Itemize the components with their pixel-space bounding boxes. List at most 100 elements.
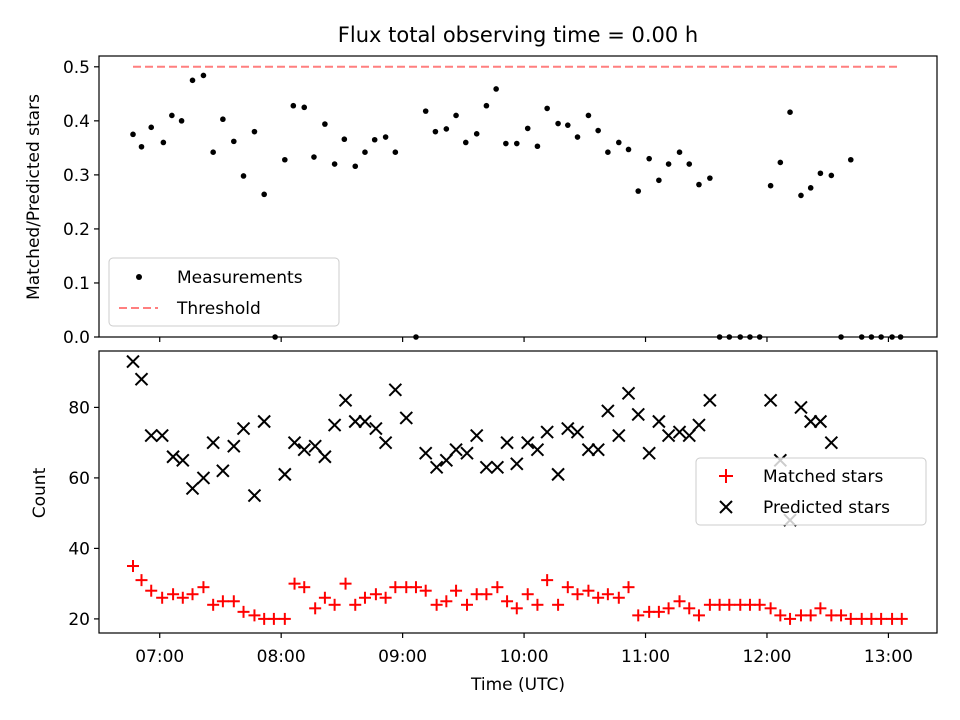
measurement-point — [817, 170, 824, 177]
x-tick-label: 10:00 — [500, 647, 549, 667]
matched-stars-point — [167, 588, 180, 601]
measurement-point — [524, 125, 531, 132]
count-panel: 20 40 60 80 07:00 08:00 09:00 10:00 11:00 12:00 1… — [30, 350, 938, 695]
measurement-point — [453, 112, 459, 119]
predicted-stars-point — [348, 414, 362, 429]
predicted-stars-point — [358, 414, 372, 429]
predicted-stars-point — [601, 404, 615, 418]
measurement-point — [616, 139, 622, 146]
x-tick-label: 13:00 — [864, 647, 913, 667]
chart-title: Flux total observing time = 0.00 h — [338, 23, 698, 47]
measurement-point — [148, 124, 155, 131]
measurement-point — [322, 121, 328, 127]
matched-stars-point — [784, 612, 797, 625]
matched-stars-point — [197, 581, 210, 594]
matched-stars-point — [176, 591, 189, 604]
matched-stars-point — [389, 581, 402, 594]
predicted-stars-point — [449, 442, 463, 457]
predicted-stars-point — [388, 383, 403, 397]
matched-stars-point — [339, 577, 352, 590]
measurement-point — [178, 118, 185, 124]
measurement-point — [555, 120, 561, 127]
ratio-y-tick-label: 0.1 — [63, 274, 90, 294]
measurement-point — [352, 163, 359, 170]
predicted-stars-point — [196, 471, 211, 485]
count-legend: Matched stars Predicted stars — [695, 457, 927, 526]
predicted-stars-point — [591, 442, 605, 457]
count-y-axis-label: Count — [30, 467, 50, 518]
predicted-stars-point — [661, 428, 676, 443]
ratio-y-tick-label: 0.0 — [63, 328, 90, 348]
matched-stars-legend-marker — [719, 469, 733, 483]
matched-stars-point — [683, 602, 696, 615]
predicted-stars-point — [763, 393, 778, 408]
matched-stars-point — [552, 598, 565, 611]
measurement-point — [138, 143, 145, 150]
predicted-stars-point — [642, 446, 656, 460]
ratio-y-tick-label: 0.3 — [63, 166, 90, 186]
matched-stars-point — [571, 588, 584, 601]
measurement-point — [807, 185, 814, 191]
matched-stars-point — [309, 602, 322, 615]
measurement-point — [231, 138, 237, 145]
matched-stars-point — [450, 584, 463, 597]
measurement-point — [665, 161, 672, 167]
measurement-point — [798, 192, 804, 199]
matched-stars-point — [288, 577, 301, 590]
measurement-point — [564, 122, 571, 128]
matched-stars-point — [237, 605, 250, 618]
matched-stars-point — [135, 574, 148, 587]
matched-stars-point — [298, 581, 311, 594]
ratio-y-tick-label: 0.4 — [63, 112, 90, 132]
predicted-stars-legend-label: Predicted stars — [763, 498, 890, 518]
measurement-point — [503, 140, 509, 147]
measurement-point — [513, 140, 520, 147]
matched-stars-point — [501, 595, 514, 608]
matched-stars-point — [369, 588, 382, 601]
measurement-point — [605, 149, 611, 155]
matched-stars-point — [632, 609, 645, 622]
matched-stars-point — [521, 588, 534, 601]
matched-stars-point — [814, 602, 827, 615]
count-legend-box — [695, 457, 927, 526]
measurement-point — [311, 154, 317, 160]
matched-stars-point — [227, 595, 240, 608]
predicted-stars-point — [227, 439, 241, 453]
predicted-stars-point — [521, 435, 535, 450]
predicted-stars-point — [490, 460, 505, 475]
measurement-point — [261, 191, 267, 198]
measurement-point — [686, 161, 693, 167]
matched-stars-series — [127, 560, 908, 625]
predicted-stars-point — [418, 446, 433, 460]
matched-stars-point — [156, 591, 169, 604]
measurement-point — [432, 128, 439, 135]
count-panel-frame — [98, 350, 938, 634]
matched-stars-point — [875, 612, 888, 625]
x-tick-label: 07:00 — [135, 647, 184, 667]
matched-stars-point — [491, 581, 504, 594]
ratio-panel: 0.0 0.1 0.2 0.3 0.4 0.5 Matched/Predicted sta… — [24, 55, 938, 348]
measurement-point — [130, 131, 136, 138]
predicted-stars-point — [551, 467, 565, 482]
ratio-panel-frame — [98, 55, 938, 338]
measurement-point — [585, 112, 592, 119]
predicted-stars-point — [561, 421, 575, 436]
count-y-tick-label: 60 — [68, 469, 90, 489]
predicted-stars-point — [327, 418, 342, 432]
matched-stars-point — [379, 591, 392, 604]
measurement-point — [676, 149, 683, 155]
measurement-point — [767, 182, 774, 189]
predicted-stars-point — [185, 481, 200, 496]
measurement-point — [574, 134, 581, 140]
predicted-stars-point — [257, 414, 271, 429]
matched-stars-point — [835, 609, 848, 622]
matched-stars-point — [592, 591, 605, 604]
predicted-stars-point — [500, 435, 514, 450]
matched-stars-point — [216, 595, 229, 608]
measurement-point — [483, 102, 490, 109]
matched-stars-point — [267, 612, 280, 625]
threshold-legend-label: Threshold — [176, 299, 261, 319]
predicted-stars-point — [236, 421, 251, 436]
predicted-stars-point — [652, 414, 666, 429]
predicted-stars-point — [318, 450, 332, 464]
